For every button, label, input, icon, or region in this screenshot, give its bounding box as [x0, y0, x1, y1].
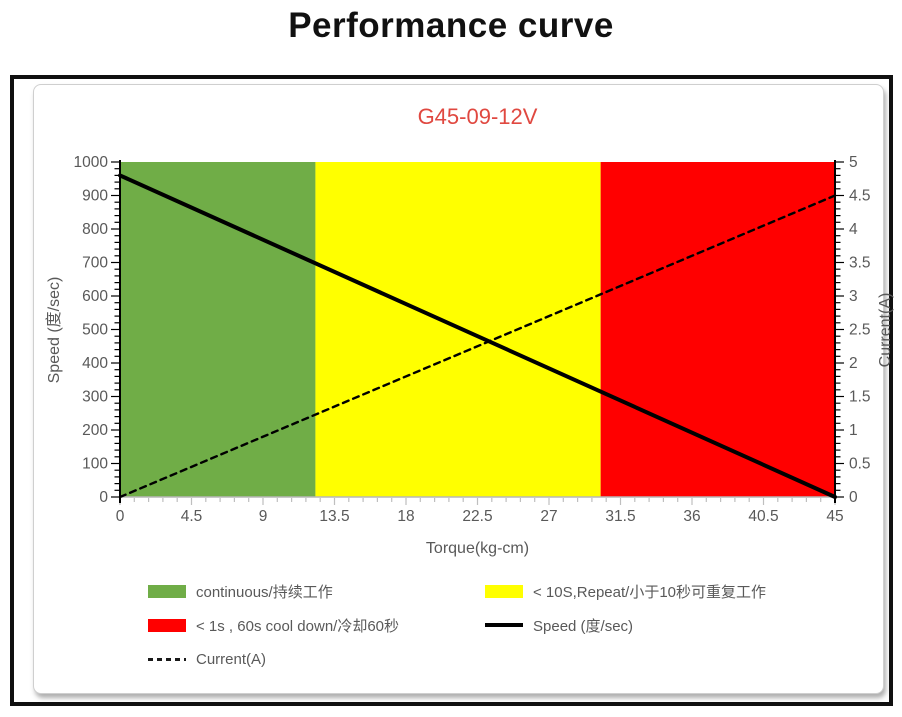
legend-item: continuous/持续工作: [148, 581, 485, 602]
svg-text:1000: 1000: [74, 154, 109, 171]
x-axis-title: Torque(kg-cm): [425, 540, 530, 557]
svg-text:31.5: 31.5: [605, 508, 635, 525]
svg-text:18: 18: [397, 508, 414, 525]
zone-under-1s-cooldown: [600, 162, 835, 497]
svg-text:13.5: 13.5: [319, 508, 349, 525]
legend-swatch-rect: [485, 584, 523, 598]
svg-text:100: 100: [82, 456, 108, 473]
legend-item: < 1s , 60s cool down/冷却60秒: [148, 615, 485, 636]
chart-legend: continuous/持续工作 < 10S,Repeat/小于10秒可重复工作 < …: [148, 574, 766, 676]
legend-item: Current(A): [148, 651, 485, 668]
page-title: Performance curve: [288, 6, 614, 45]
zone-continuous: [120, 162, 316, 497]
svg-text:0: 0: [116, 508, 125, 525]
svg-text:500: 500: [82, 322, 108, 339]
svg-text:0: 0: [849, 489, 858, 506]
y-axis-left: 0 100 200 300 400 500 600 700 800 900 1000: [74, 154, 121, 506]
svg-text:200: 200: [82, 422, 108, 439]
svg-text:4.5: 4.5: [849, 188, 871, 205]
svg-text:300: 300: [82, 389, 108, 406]
series-speed-line: [118, 173, 837, 499]
svg-text:1.5: 1.5: [849, 389, 871, 406]
svg-text:9: 9: [259, 508, 268, 525]
y-axis-right-title: Current(A): [877, 292, 894, 368]
legend-swatch-dashed-line: [148, 657, 186, 661]
svg-text:0.5: 0.5: [849, 456, 871, 473]
legend-item: Speed (度/sec): [485, 615, 766, 636]
svg-text:36: 36: [683, 508, 700, 525]
legend-item: < 10S,Repeat/小于10秒可重复工作: [485, 581, 766, 602]
svg-text:3.5: 3.5: [849, 255, 871, 272]
legend-swatch-rect: [148, 584, 186, 598]
x-axis: 0 4.5 9 13.5 18 22.5 27 31.5 36 40.5 45: [116, 496, 844, 525]
legend-swatch-rect: [148, 618, 186, 632]
svg-text:4.5: 4.5: [181, 508, 203, 525]
svg-text:5: 5: [849, 154, 858, 171]
svg-text:600: 600: [82, 288, 108, 305]
svg-text:45: 45: [826, 508, 843, 525]
legend-label: Speed (度/sec): [533, 617, 634, 635]
svg-text:40.5: 40.5: [748, 508, 778, 525]
chart-title: G45-09-12V: [417, 104, 538, 129]
svg-text:800: 800: [82, 221, 108, 238]
svg-text:400: 400: [82, 355, 108, 372]
legend-label: < 10S,Repeat/小于10秒可重复工作: [533, 583, 767, 601]
svg-text:700: 700: [82, 255, 108, 272]
svg-text:4: 4: [849, 221, 858, 238]
svg-text:3: 3: [849, 288, 858, 305]
svg-text:900: 900: [82, 188, 108, 205]
svg-text:22.5: 22.5: [462, 508, 492, 525]
svg-text:2.5: 2.5: [849, 322, 871, 339]
svg-text:0: 0: [99, 489, 108, 506]
duty-zones: [120, 162, 835, 497]
legend-label: Current(A): [196, 650, 267, 668]
svg-text:2: 2: [849, 355, 858, 372]
svg-text:1: 1: [849, 422, 858, 439]
y-axis-left-title: Speed (度/sec): [46, 276, 63, 384]
svg-text:27: 27: [540, 508, 557, 525]
y-axis-right: 0 0.5 1 1.5 2 2.5 3 3.5 4 4.5 5: [834, 154, 871, 506]
series-current-line: [118, 194, 837, 499]
legend-label: continuous/持续工作: [196, 583, 333, 601]
legend-label: < 1s , 60s cool down/冷却60秒: [196, 617, 400, 635]
legend-swatch-solid-line: [485, 623, 523, 627]
